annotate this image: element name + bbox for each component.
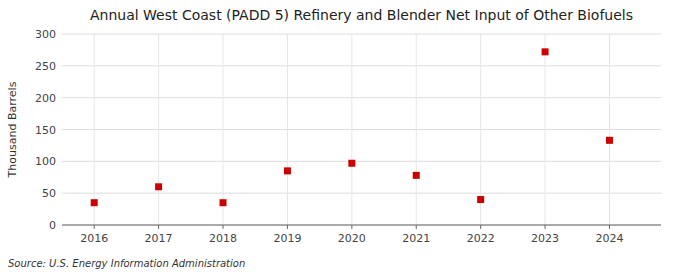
y-grid-line	[62, 65, 661, 66]
points	[91, 48, 613, 206]
chart-svg: Annual West Coast (PADD 5) Refinery and …	[0, 0, 675, 275]
x-tick-mark	[158, 225, 159, 229]
x-tick-mark	[545, 225, 546, 229]
point	[91, 199, 98, 206]
y-grid-line	[62, 129, 661, 130]
point	[477, 196, 484, 203]
x-grid-line	[158, 34, 159, 225]
y-tick-label: 100	[35, 155, 56, 168]
y-grid-line	[62, 225, 661, 226]
point	[220, 199, 227, 206]
x-tick-mark	[351, 225, 352, 229]
x-grid-line	[351, 34, 352, 225]
grid	[62, 34, 661, 225]
point	[413, 172, 420, 179]
x-grid-line	[287, 34, 288, 225]
source-note: Source: U.S. Energy Information Administ…	[8, 258, 245, 269]
x-grid-line	[545, 34, 546, 225]
y-axis-label: Thousand Barrels	[6, 81, 19, 178]
x-grid-line	[609, 34, 610, 225]
x-axis-line	[62, 225, 661, 226]
point	[284, 167, 291, 174]
x-tick-label: 2024	[595, 232, 623, 245]
y-tick-label: 50	[42, 187, 56, 200]
x-tick-mark	[223, 225, 224, 229]
y-tick-label: 200	[35, 92, 56, 105]
x-tick-label: 2017	[145, 232, 173, 245]
x-tick-label: 2016	[80, 232, 108, 245]
x-tick-label: 2023	[531, 232, 559, 245]
x-tick-mark	[94, 225, 95, 229]
y-grid-line	[62, 193, 661, 194]
point	[155, 183, 162, 190]
x-grid-line	[416, 34, 417, 225]
y-tick-label: 0	[49, 219, 56, 232]
chart-container: Annual West Coast (PADD 5) Refinery and …	[0, 0, 675, 275]
y-tick-label: 300	[35, 28, 56, 41]
x-grid-line	[223, 34, 224, 225]
x-tick-mark	[287, 225, 288, 229]
x-grid-line	[94, 34, 95, 225]
y-tick-label: 150	[35, 124, 56, 137]
x-tick-mark	[480, 225, 481, 229]
x-tick-mark	[609, 225, 610, 229]
x-tick-label: 2019	[273, 232, 301, 245]
point	[606, 137, 613, 144]
x-tick-label: 2018	[209, 232, 237, 245]
y-tick-label: 250	[35, 60, 56, 73]
x-tick-label: 2021	[402, 232, 430, 245]
x-tick-label: 2020	[338, 232, 366, 245]
point	[542, 48, 549, 55]
y-grid-line	[62, 34, 661, 35]
axes: 0 50 100 150 200 250 300 2016 2017 2018 2019 2020 20…	[35, 28, 661, 245]
point	[348, 160, 355, 167]
y-grid-line	[62, 97, 661, 98]
x-tick-mark	[416, 225, 417, 229]
x-tick-label: 2022	[467, 232, 495, 245]
y-grid-line	[62, 161, 661, 162]
title: Annual West Coast (PADD 5) Refinery and …	[90, 7, 633, 23]
